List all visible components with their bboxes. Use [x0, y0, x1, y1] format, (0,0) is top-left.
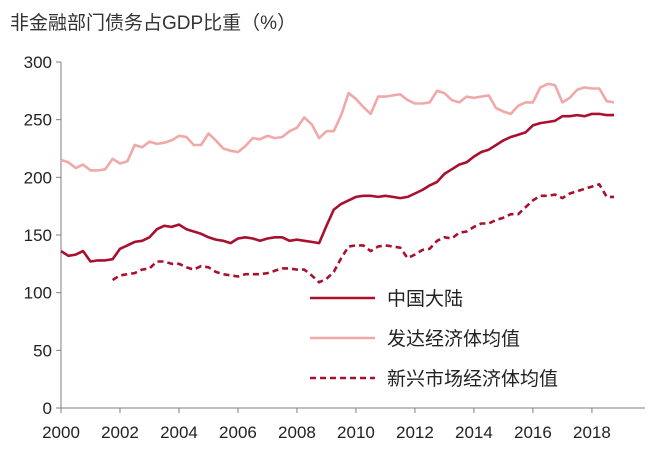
legend-label-2: 新兴市场经济体均值 [387, 368, 558, 390]
x-tick-label: 2006 [219, 423, 257, 442]
y-tick-label: 150 [24, 226, 52, 245]
x-tick-label: 2010 [337, 423, 375, 442]
y-tick-label: 200 [24, 168, 52, 187]
x-tick-label: 2002 [101, 423, 139, 442]
series-layer [60, 82, 615, 284]
x-tick-label: 2000 [42, 423, 80, 442]
x-tick-label: 2018 [573, 423, 611, 442]
axes: 0 50 100 150 200 250 300 2000 2002 2004 2006 2008 20… [24, 53, 645, 442]
y-tick-label: 250 [24, 111, 52, 130]
x-tick-label: 2012 [396, 423, 434, 442]
legend-label-0: 中国大陆 [387, 288, 463, 310]
series-line-1 [60, 82, 615, 172]
y-tick-label: 300 [24, 53, 52, 72]
legend-label-1: 发达经济体均值 [387, 328, 520, 350]
chart-title: 非金融部门债务占GDP比重（%） [10, 13, 297, 34]
x-tick-label: 2004 [160, 423, 198, 442]
series-line-0 [60, 112, 614, 263]
x-tick-label: 2016 [514, 423, 552, 442]
y-tick-label: 100 [24, 284, 52, 303]
y-tick-label: 0 [43, 399, 52, 418]
y-tick-label: 50 [33, 341, 52, 360]
x-tick-label: 2014 [455, 423, 493, 442]
series-line-2 [111, 183, 614, 284]
x-tick-label: 2008 [278, 423, 316, 442]
